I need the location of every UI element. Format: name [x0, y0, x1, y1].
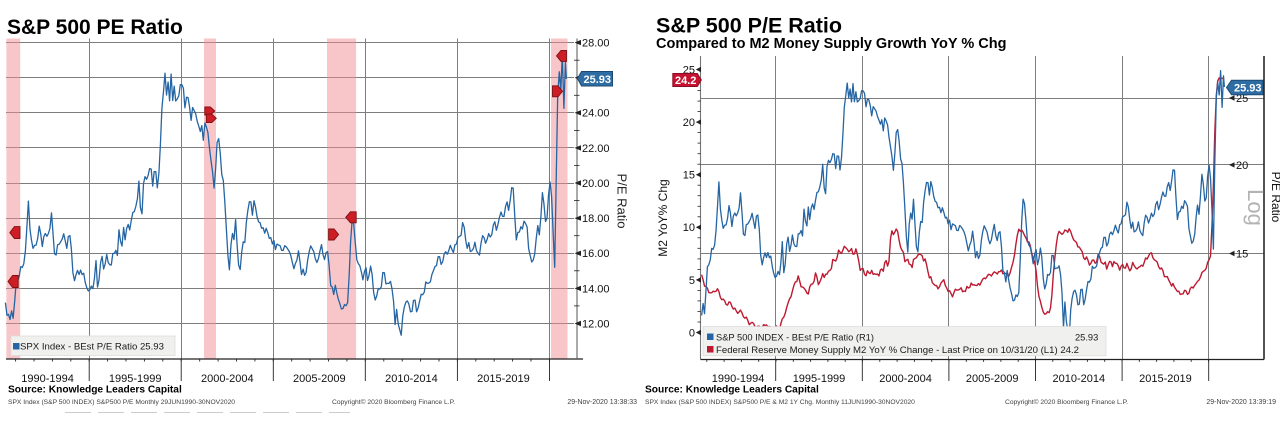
svg-text:15: 15 [1236, 248, 1248, 260]
svg-text:25.93: 25.93 [1075, 332, 1098, 342]
svg-text:25.93: 25.93 [1234, 83, 1262, 95]
svg-text:Compared to M2 Money Supply Gr: Compared to M2 Money Supply Growth YoY %… [656, 36, 1006, 52]
svg-text:Copyright© 2020 Bloomberg Fina: Copyright© 2020 Bloomberg Finance L.P. [1005, 398, 1128, 406]
svg-text:24.00: 24.00 [582, 108, 610, 120]
svg-text:Federal Reserve Money Supply M: Federal Reserve Money Supply M2 YoY % Ch… [716, 345, 1079, 356]
svg-text:20: 20 [1236, 160, 1248, 172]
svg-text:0: 0 [689, 327, 695, 339]
svg-text:M2 YoY% Chg: M2 YoY% Chg [656, 179, 670, 256]
svg-text:22.00: 22.00 [582, 143, 610, 155]
svg-text:SPX Index - BEst P/E Ratio 25.: SPX Index - BEst P/E Ratio 25.93 [20, 341, 164, 352]
svg-text:Source: Knowledge Leaders Capi: Source: Knowledge Leaders Capital [8, 385, 182, 396]
svg-text:1995-1999: 1995-1999 [793, 373, 846, 385]
svg-text:24.2: 24.2 [675, 75, 696, 87]
svg-text:Source: Knowledge Leaders Capi: Source: Knowledge Leaders Capital [645, 385, 819, 396]
svg-text:29-Nov-2020 13:39:19: 29-Nov-2020 13:39:19 [1206, 399, 1276, 406]
svg-text:2015-2019: 2015-2019 [1139, 373, 1192, 385]
svg-text:2005-2009: 2005-2009 [966, 373, 1019, 385]
svg-text:16.00: 16.00 [582, 248, 610, 260]
svg-text:25: 25 [1236, 93, 1248, 105]
svg-text:29-Nov-2020 13:38:33: 29-Nov-2020 13:38:33 [567, 399, 637, 406]
svg-text:S&P 500 INDEX - BEst P/E Ratio: S&P 500 INDEX - BEst P/E Ratio (R1) [716, 332, 874, 342]
svg-text:Log: Log [1243, 189, 1268, 226]
svg-text:2005-2009: 2005-2009 [293, 373, 346, 385]
svg-text:28.00: 28.00 [582, 38, 610, 50]
svg-text:P/E Ratio: P/E Ratio [1269, 172, 1280, 223]
svg-text:20: 20 [683, 117, 695, 129]
svg-text:S&P 500 P/E Ratio: S&P 500 P/E Ratio [656, 14, 842, 38]
svg-text:2000-2004: 2000-2004 [879, 373, 932, 385]
svg-text:18.00: 18.00 [582, 213, 610, 225]
svg-text:1995-1999: 1995-1999 [109, 373, 162, 385]
svg-text:Copyright© 2020 Bloomberg Fina: Copyright© 2020 Bloomberg Finance L.P. [332, 398, 455, 406]
svg-text:14.00: 14.00 [582, 283, 610, 295]
svg-text:1990-1994: 1990-1994 [21, 373, 74, 385]
svg-text:1990-1994: 1990-1994 [712, 373, 765, 385]
svg-text:10: 10 [683, 222, 695, 234]
svg-text:2000-2004: 2000-2004 [201, 373, 254, 385]
svg-text:P/E Ratio: P/E Ratio [615, 174, 630, 229]
svg-text:S&P 500 PE Ratio: S&P 500 PE Ratio [7, 16, 183, 39]
svg-text:SPX Index (S&P 500 INDEX) S&P5: SPX Index (S&P 500 INDEX) S&P500 P/E Mon… [8, 399, 235, 406]
svg-text:2010-2014: 2010-2014 [1052, 373, 1105, 385]
svg-text:5: 5 [689, 275, 695, 287]
svg-text:SPX Index (S&P 500 INDEX) S&P5: SPX Index (S&P 500 INDEX) S&P500 P/E & M… [645, 399, 915, 406]
svg-text:2015-2019: 2015-2019 [477, 373, 530, 385]
svg-text:15: 15 [683, 170, 695, 182]
svg-text:20.00: 20.00 [582, 178, 610, 190]
svg-text:12.00: 12.00 [582, 318, 610, 330]
svg-text:2010-2014: 2010-2014 [385, 373, 438, 385]
svg-text:25.93: 25.93 [584, 74, 612, 86]
